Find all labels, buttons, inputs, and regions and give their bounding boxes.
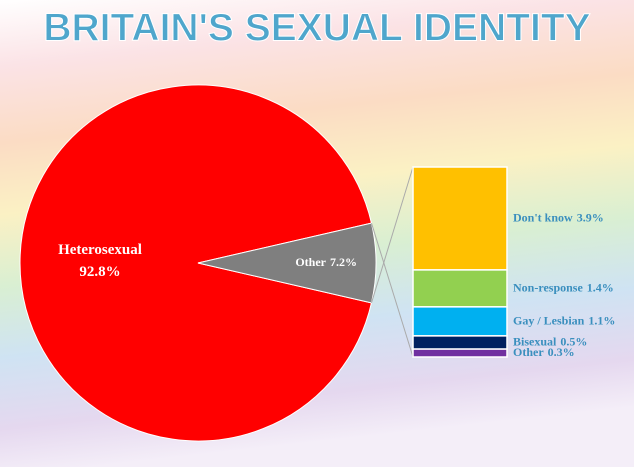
- segment-label-part: 0.5%: [560, 334, 587, 348]
- segment-label: Gay / Lesbian 1.1%: [513, 313, 615, 327]
- segment-label-part: 3.9%: [577, 210, 604, 224]
- plot: Heterosexual 92.8% Other 7.2% Don't know 3.9%…: [19, 84, 615, 442]
- slice-label-part: 7.2%: [330, 255, 357, 269]
- segment-label-part: 0.3%: [548, 345, 575, 359]
- segment-label-part: Don't know: [513, 210, 573, 224]
- bar-segment: [412, 269, 508, 308]
- segment-label-part: 1.4%: [587, 280, 614, 294]
- segment-label-part: Bisexual: [513, 334, 557, 348]
- segment-label-part: Gay / Lesbian: [513, 313, 585, 327]
- slice-label: Other 7.2%: [295, 255, 357, 269]
- segment-label: Don't know 3.9%: [513, 210, 604, 224]
- chart-title: BRITAIN'S SEXUAL IDENTITY: [43, 6, 590, 49]
- bar-segment: [412, 306, 508, 337]
- segment-label-part: Other: [513, 345, 544, 359]
- segment-label: Other 0.3%: [513, 345, 575, 359]
- segment-label: Non-response 1.4%: [513, 280, 614, 294]
- bar-segment: [412, 335, 508, 350]
- slice-label-part: Other: [295, 255, 326, 269]
- segment-label-part: 1.1%: [588, 313, 615, 327]
- bar-segment: [412, 348, 508, 358]
- connector: [370, 166, 414, 304]
- segment-label: Bisexual 0.5%: [513, 334, 587, 348]
- connector: [370, 222, 414, 358]
- slice-label: Heterosexual 92.8%: [58, 242, 142, 280]
- pie-slice: [19, 84, 373, 442]
- slice-label-part: 92.8%: [79, 264, 120, 280]
- bar-segment: [412, 166, 508, 271]
- segment-label-part: Non-response: [513, 280, 583, 294]
- slice-label-part: Heterosexual: [58, 242, 142, 258]
